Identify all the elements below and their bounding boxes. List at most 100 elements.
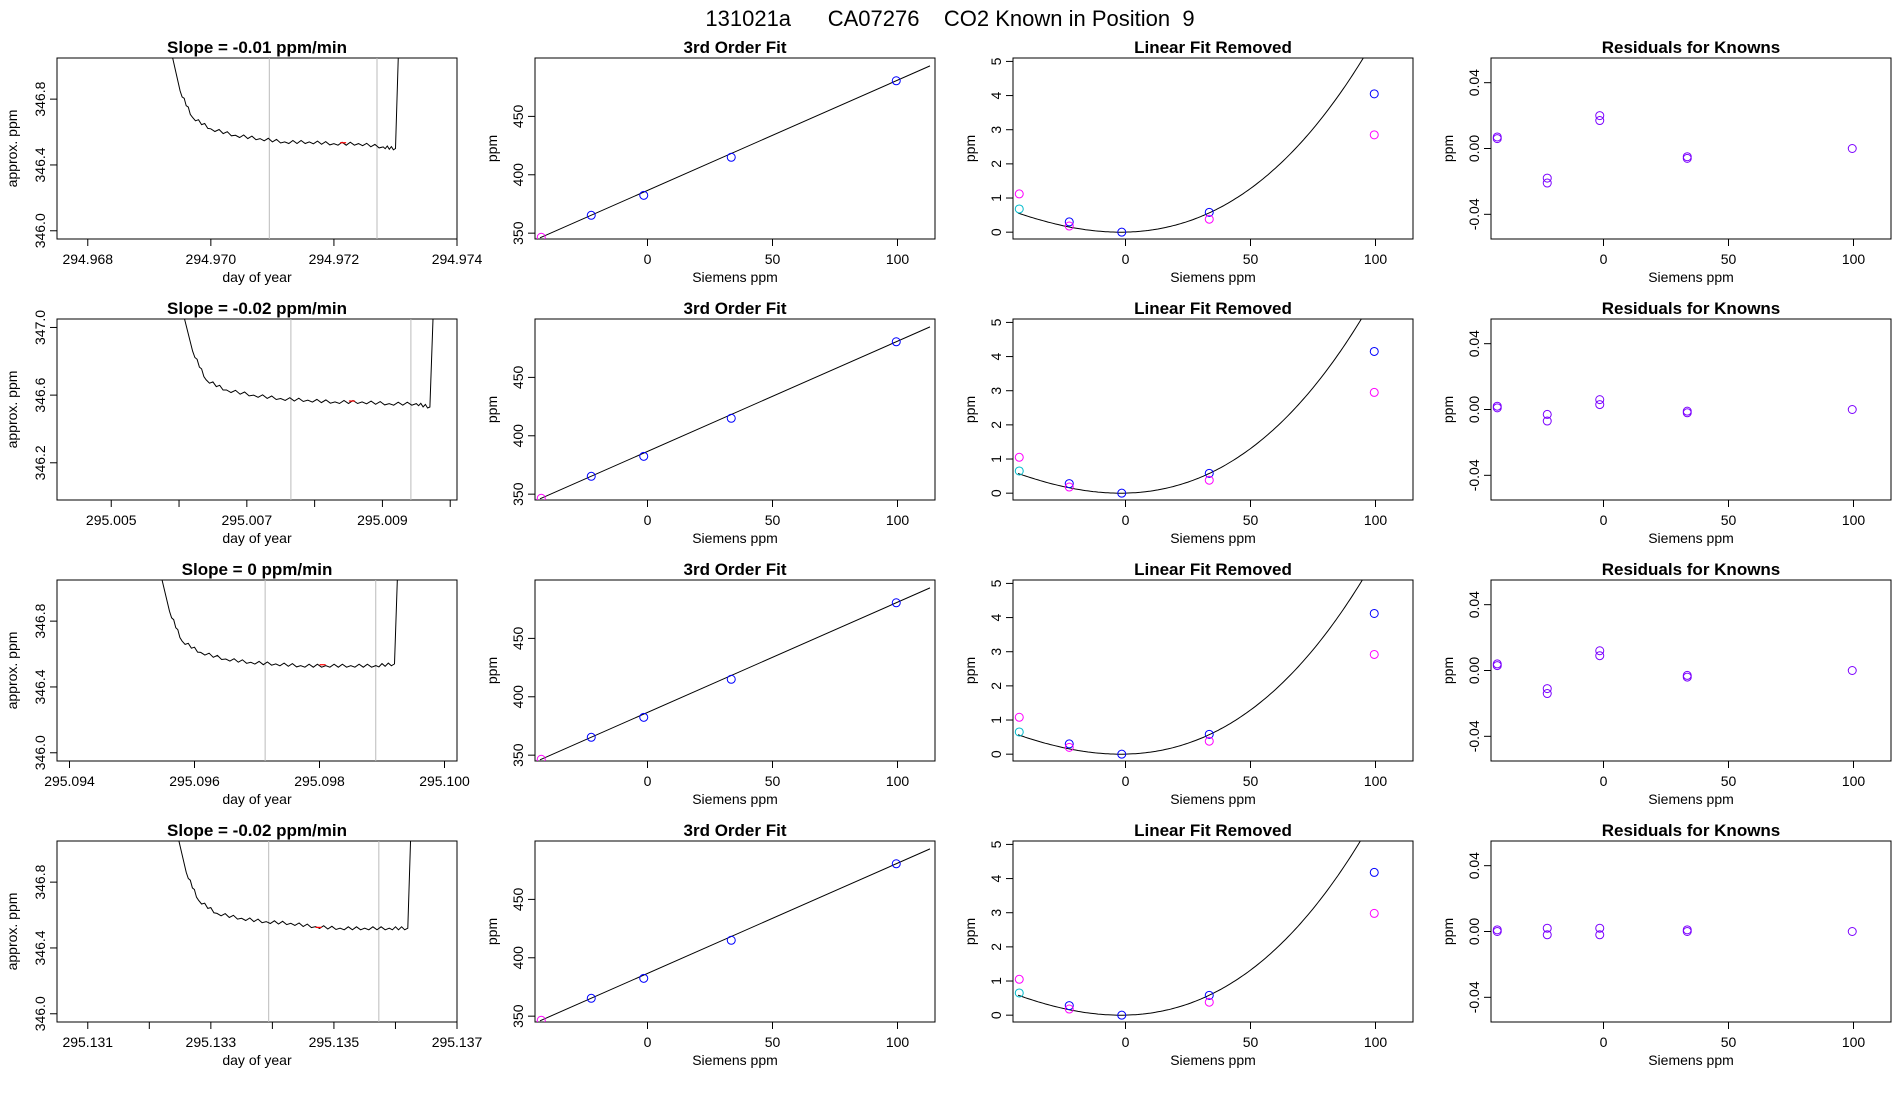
data-point — [1542, 173, 1552, 183]
plot-area — [161, 580, 398, 761]
data-point — [1542, 416, 1552, 426]
y-tick-label: 400 — [510, 946, 526, 970]
y-tick-label: 0.04 — [1466, 591, 1482, 618]
data-point — [1064, 221, 1074, 231]
plot-frame — [534, 840, 936, 1023]
y-axis-label: ppm — [484, 657, 500, 684]
y-tick-label: 1 — [988, 455, 1004, 463]
plot-frame — [1012, 840, 1414, 1023]
y-axis-label: ppm — [1440, 657, 1456, 684]
y-tick-label: 346.0 — [32, 213, 48, 248]
x-tick-label: 0 — [1122, 773, 1130, 789]
data-point — [726, 152, 736, 162]
y-tick-label: 4 — [988, 613, 1004, 621]
panel-r1-c1: 3rd Order Fit 0 50 100 Siemens ppm 350 400 450 p… — [484, 299, 936, 546]
plot-frame — [534, 57, 936, 240]
fit-line — [539, 587, 931, 761]
plot-area — [1492, 111, 1857, 188]
data-point — [1014, 466, 1024, 476]
y-tick-label: 350 — [510, 482, 526, 506]
concentration-trace — [172, 58, 399, 151]
data-point — [1492, 401, 1502, 411]
x-tick-label: 50 — [765, 512, 781, 528]
data-point — [1595, 395, 1605, 405]
panel-title: Linear Fit Removed — [1134, 38, 1292, 57]
fit-curve — [1017, 841, 1361, 1016]
y-tick-label: 0.04 — [1466, 330, 1482, 357]
data-point — [1064, 482, 1074, 492]
concentration-trace — [178, 841, 412, 931]
x-tick-label: 100 — [886, 773, 910, 789]
data-point — [1064, 479, 1074, 489]
y-tick-label: 0 — [988, 750, 1004, 758]
x-tick-label: 0 — [1122, 512, 1130, 528]
x-tick-label: 0 — [644, 251, 652, 267]
data-point — [1682, 408, 1692, 418]
y-axis-label: approx. ppm — [4, 893, 20, 971]
data-point — [726, 413, 736, 423]
plot-frame — [1490, 57, 1892, 240]
y-tick-label: 2 — [988, 682, 1004, 690]
x-tick-label: 295.137 — [432, 1034, 483, 1050]
fit-line — [539, 326, 931, 500]
data-point — [891, 337, 901, 347]
plot-frame — [56, 57, 458, 240]
x-tick-label: 0 — [1600, 1034, 1608, 1050]
plot-frame — [1012, 57, 1414, 240]
data-point — [1542, 923, 1552, 933]
y-tick-label: 3 — [988, 909, 1004, 917]
y-axis-label: ppm — [484, 396, 500, 423]
data-point — [891, 598, 901, 608]
x-tick-label: 100 — [1364, 512, 1388, 528]
data-point — [1117, 749, 1127, 759]
x-axis-label: Siemens ppm — [1170, 269, 1256, 285]
y-tick-label: 0 — [988, 1011, 1004, 1019]
x-axis-label: Siemens ppm — [1170, 791, 1256, 807]
plot-area — [536, 326, 931, 500]
data-point — [1595, 923, 1605, 933]
y-tick-label: 346.4 — [32, 930, 48, 965]
y-tick-label: 0.04 — [1466, 852, 1482, 879]
y-tick-label: 5 — [988, 840, 1004, 848]
data-point — [1369, 346, 1379, 356]
y-tick-label: 0.00 — [1466, 135, 1482, 162]
x-axis-label: Siemens ppm — [692, 1052, 778, 1068]
plot-area — [536, 587, 931, 761]
y-tick-label: 1 — [988, 716, 1004, 724]
data-point — [1014, 189, 1024, 199]
data-point — [1595, 930, 1605, 940]
data-point — [1064, 1001, 1074, 1011]
panel-r3-c3: Residuals for Knowns 0 50 100 Siemens ppm -0.… — [1440, 821, 1892, 1068]
x-tick-label: 295.098 — [294, 773, 345, 789]
panel-title: Slope = -0.01 ppm/min — [167, 38, 347, 57]
x-tick-label: 100 — [1364, 1034, 1388, 1050]
x-tick-label: 50 — [765, 251, 781, 267]
plot-area — [1492, 646, 1857, 699]
y-tick-label: 0.00 — [1466, 918, 1482, 945]
data-point — [639, 451, 649, 461]
x-tick-label: 295.100 — [419, 773, 470, 789]
x-tick-label: 295.133 — [186, 1034, 237, 1050]
x-axis-label: Siemens ppm — [692, 530, 778, 546]
x-tick-label: 100 — [886, 1034, 910, 1050]
y-axis-label: ppm — [962, 135, 978, 162]
plot-frame — [1012, 318, 1414, 501]
data-point — [1847, 144, 1857, 153]
panel-title: Linear Fit Removed — [1134, 560, 1292, 579]
plot-frame — [1012, 579, 1414, 762]
y-tick-label: 1 — [988, 977, 1004, 985]
y-tick-label: 2 — [988, 160, 1004, 168]
x-tick-label: 100 — [1364, 773, 1388, 789]
data-point — [536, 1015, 546, 1022]
panel-r1-c2: Linear Fit Removed 0 50 100 Siemens ppm 0 1 2 3 4… — [962, 299, 1414, 546]
y-tick-label: 400 — [510, 685, 526, 709]
x-tick-label: 295.094 — [44, 773, 95, 789]
x-tick-label: 50 — [1243, 251, 1259, 267]
plot-area — [178, 841, 412, 1022]
y-axis-label: ppm — [1440, 135, 1456, 162]
plot-frame — [56, 840, 458, 1023]
x-axis-label: Siemens ppm — [1648, 530, 1734, 546]
plot-area — [1014, 58, 1379, 237]
y-tick-label: 346.8 — [32, 81, 48, 116]
data-point — [1847, 927, 1857, 936]
